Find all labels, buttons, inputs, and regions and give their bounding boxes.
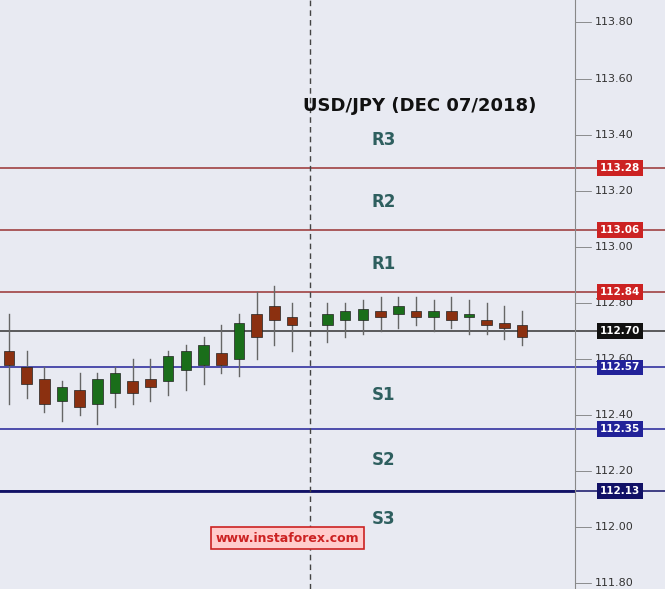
Text: 113.06: 113.06 <box>600 225 640 235</box>
Bar <box>39 379 50 404</box>
Text: 112.35: 112.35 <box>600 424 640 434</box>
Bar <box>145 379 156 387</box>
Text: 113.80: 113.80 <box>595 18 634 28</box>
Bar <box>269 306 280 320</box>
Bar <box>110 373 120 393</box>
Text: 112.20: 112.20 <box>595 466 634 476</box>
Bar <box>233 323 244 359</box>
Bar <box>180 350 191 370</box>
Text: 112.00: 112.00 <box>595 522 634 532</box>
Bar <box>481 320 492 325</box>
Bar <box>287 317 297 325</box>
Text: 113.40: 113.40 <box>595 130 634 140</box>
Text: S2: S2 <box>372 451 395 469</box>
Bar <box>428 312 439 317</box>
Bar <box>92 379 102 404</box>
Text: 112.13: 112.13 <box>600 486 640 496</box>
Text: 113.00: 113.00 <box>595 242 634 252</box>
Bar <box>358 309 368 320</box>
Bar <box>393 306 404 314</box>
Text: 112.60: 112.60 <box>595 354 634 364</box>
Text: USD/JPY (DEC 07/2018): USD/JPY (DEC 07/2018) <box>303 97 537 115</box>
Text: 113.28: 113.28 <box>600 163 640 173</box>
Text: 112.84: 112.84 <box>600 287 640 297</box>
Bar <box>3 350 14 365</box>
Text: 111.80: 111.80 <box>595 578 634 588</box>
Text: 112.57: 112.57 <box>600 362 640 372</box>
Bar <box>322 314 332 325</box>
Text: S1: S1 <box>372 386 395 405</box>
Text: 112.70: 112.70 <box>600 326 640 336</box>
Bar <box>57 387 67 401</box>
Text: S3: S3 <box>372 510 395 528</box>
Bar <box>499 323 510 328</box>
Bar <box>198 345 209 365</box>
Bar <box>216 353 227 365</box>
Bar <box>21 368 32 384</box>
Text: R3: R3 <box>372 131 396 149</box>
Bar <box>446 312 457 320</box>
Text: 113.60: 113.60 <box>595 74 634 84</box>
Bar <box>375 312 386 317</box>
Text: 113.20: 113.20 <box>595 186 634 196</box>
Bar <box>517 325 527 336</box>
Bar <box>464 314 474 317</box>
Text: R2: R2 <box>372 193 396 211</box>
Text: R1: R1 <box>372 254 396 273</box>
Bar <box>163 356 174 382</box>
Bar <box>410 312 421 317</box>
Text: 112.80: 112.80 <box>595 298 634 308</box>
Bar <box>128 382 138 393</box>
Text: www.instaforex.com: www.instaforex.com <box>216 532 359 545</box>
Bar <box>74 390 85 406</box>
Bar <box>340 312 350 320</box>
Bar <box>251 314 262 336</box>
Text: 112.40: 112.40 <box>595 410 634 420</box>
